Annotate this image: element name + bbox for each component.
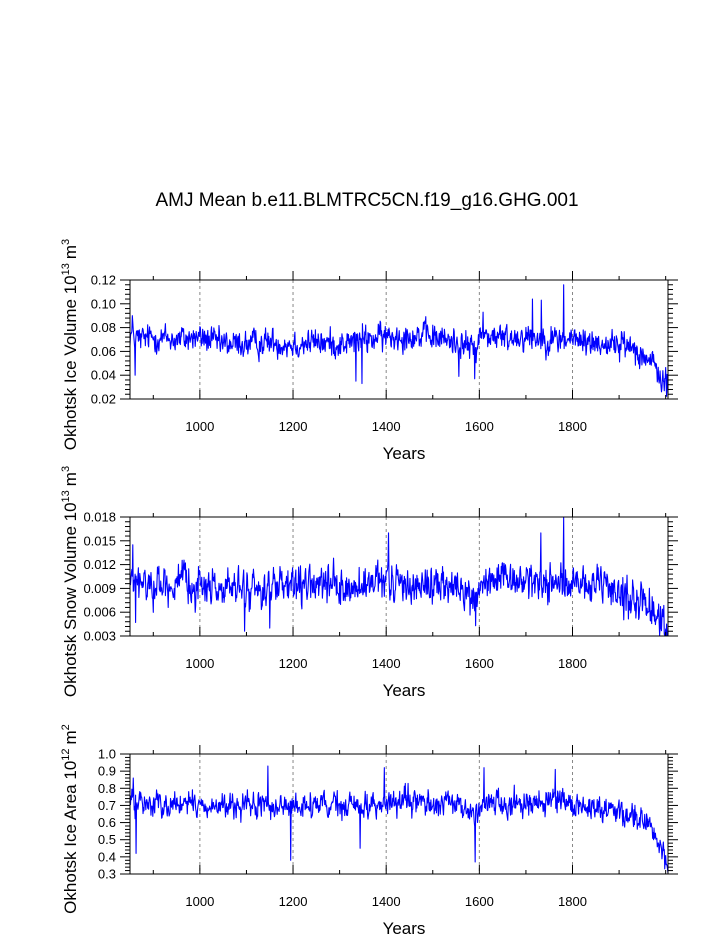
ice-area-y-tick-label: 0.4 [98,849,116,864]
ice-area-y-tick-label: 1.0 [98,747,116,762]
ice-volume-plot-frame [129,279,669,400]
snow-volume-y-tick-label: 0.012 [83,557,116,572]
ice-volume-y-tick-label: 0.04 [91,368,116,383]
ice-area-y-axis-label: Okhotsk Ice Area 1012 m2 [60,724,80,914]
ice-area-y-axis-label-ylabel-exp: 12 [60,748,72,760]
snow-volume-y-tick-label: 0.003 [83,629,116,644]
ice-area-y-tick-label: 0.7 [98,798,116,813]
ice-volume-y-axis-label-ylabel-unit: m [61,245,80,259]
ice-area-y-tick-label: 0.8 [98,781,116,796]
ice-volume-y-tick-label: 0.06 [91,344,116,359]
ice-area-plot-frame [129,753,669,875]
snow-volume-y-axis-label-ylabel-exp: 13 [60,490,72,502]
ice-volume-x-axis-label: Years [383,444,426,463]
ice-area-x-tick-label: 1600 [465,894,494,909]
snow-volume-series-line [129,516,669,636]
ice-area-x-tick-label: 1000 [185,894,214,909]
snow-volume-y-axis-label: Okhotsk Snow Volume 1013 m3 [60,466,80,697]
ice-volume-x-tick-label: 1200 [279,419,308,434]
snow-volume-y-axis-label-ylabel-unit-exp: 3 [60,466,72,472]
ice-area-x-tick-label: 1800 [558,894,587,909]
snow-volume-y-tick-label: 0.018 [83,510,116,525]
ice-volume-y-tick-label: 0.12 [91,273,116,288]
snow-volume-panel: 1000 1200 1400 1600 1800 0.003 0.006 0.009 0.012… [60,466,678,700]
ice-volume-series-line [129,284,669,397]
ice-area-panel: 1000 1200 1400 1600 1800 0.3 0.4 0.5 0.6 0.7 0.8 0.… [60,724,678,935]
ice-area-x-tick-label: 1400 [372,894,401,909]
ice-volume-y-axis-label: Okhotsk Ice Volume 1013 m3 [60,239,80,450]
ice-area-x-tick-label: 1200 [279,894,308,909]
ice-volume-y-axis-label-ylabel-exp: 13 [60,263,72,275]
snow-volume-x-tick-label: 1400 [372,656,401,671]
ice-area-y-tick-label: 0.6 [98,815,116,830]
ice-area-y-tick-label: 0.3 [98,867,116,882]
ice-volume-y-axis-label-ylabel-unit-exp: 3 [60,239,72,245]
ice-volume-y-tick-label: 0.08 [91,320,116,335]
ice-volume-y-axis-label-ylabel: Okhotsk Ice Volume 10 [61,275,80,450]
snow-volume-y-tick-label: 0.006 [83,605,116,620]
ice-area-series-line [129,765,669,874]
snow-volume-x-tick-label: 1800 [558,656,587,671]
snow-volume-x-tick-label: 1200 [279,656,308,671]
snow-volume-y-tick-label: 0.015 [83,533,116,548]
figure-title: AMJ Mean b.e11.BLMTRC5CN.f19_g16.GHG.001 [155,190,578,211]
ice-area-y-axis-label-ylabel: Okhotsk Ice Area 10 [61,761,80,914]
snow-volume-y-axis-label-ylabel: Okhotsk Snow Volume 10 [61,502,80,697]
ice-volume-x-tick-label: 1400 [372,419,401,434]
ice-area-x-axis-label: Years [383,919,426,935]
ice-volume-panel: 1000 1200 1400 1600 1800 0.02 0.04 0.06 0.08 0.10… [60,239,678,463]
snow-volume-x-tick-label: 1000 [185,656,214,671]
snow-volume-plot-frame [129,516,669,637]
snow-volume-x-tick-label: 1600 [465,656,494,671]
ice-area-y-tick-label: 0.9 [98,764,116,779]
ice-volume-x-tick-label: 1600 [465,419,494,434]
ice-area-y-axis-label-ylabel-unit: m [61,730,80,744]
snow-volume-x-axis-label: Years [383,681,426,700]
ice-area-y-axis-label-ylabel-unit-exp: 2 [60,724,72,730]
ice-volume-y-tick-label: 0.10 [91,296,116,311]
ice-volume-y-tick-label: 0.02 [91,392,116,407]
ice-volume-x-tick-label: 1000 [185,419,214,434]
snow-volume-y-tick-label: 0.009 [83,581,116,596]
ice-volume-x-tick-label: 1800 [558,419,587,434]
snow-volume-y-axis-label-ylabel-unit: m [61,472,80,486]
ice-area-y-tick-label: 0.5 [98,832,116,847]
